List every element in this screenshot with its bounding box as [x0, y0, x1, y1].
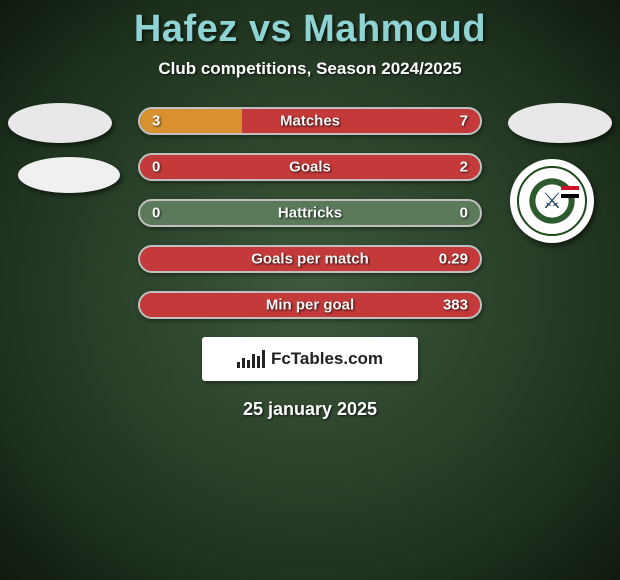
page-title: Hafez vs Mahmoud [0, 0, 620, 51]
stat-row-matches: 3 Matches 7 [138, 107, 482, 135]
stat-value-left: 0 [152, 205, 160, 222]
stat-value-right: 0.29 [439, 251, 468, 268]
date-text: 25 january 2025 [0, 399, 620, 420]
page-subtitle: Club competitions, Season 2024/2025 [0, 59, 620, 79]
stat-label: Goals per match [251, 251, 369, 268]
stat-row-goals-per-match: Goals per match 0.29 [138, 245, 482, 273]
brand-box[interactable]: FcTables.com [202, 337, 418, 381]
stat-value-left: 0 [152, 159, 160, 176]
stat-value-right: 7 [460, 113, 468, 130]
stat-label: Min per goal [266, 297, 354, 314]
stats-container: ⚔ 3 Matches 7 0 Goals 2 0 Hattricks 0 Go… [0, 107, 620, 319]
stat-row-goals: 0 Goals 2 [138, 153, 482, 181]
player-right-crest: ⚔ [510, 159, 594, 243]
player-right-badge-1 [508, 103, 612, 143]
stat-row-min-per-goal: Min per goal 383 [138, 291, 482, 319]
crest-emblem: ⚔ [517, 166, 587, 236]
crest-flag-icon [561, 186, 579, 198]
stat-value-right: 2 [460, 159, 468, 176]
stat-label: Hattricks [278, 205, 342, 222]
brand-text: FcTables.com [271, 349, 383, 369]
stat-fill-right [242, 109, 480, 133]
stat-value-left: 3 [152, 113, 160, 130]
brand-bars-icon [237, 350, 265, 368]
player-left-badge-2 [18, 157, 120, 193]
stat-value-right: 0 [460, 205, 468, 222]
stat-label: Matches [280, 113, 340, 130]
crest-swords-icon: ⚔ [542, 188, 562, 214]
stat-value-right: 383 [443, 297, 468, 314]
player-left-badge-1 [8, 103, 112, 143]
stat-row-hattricks: 0 Hattricks 0 [138, 199, 482, 227]
stat-label: Goals [289, 159, 331, 176]
